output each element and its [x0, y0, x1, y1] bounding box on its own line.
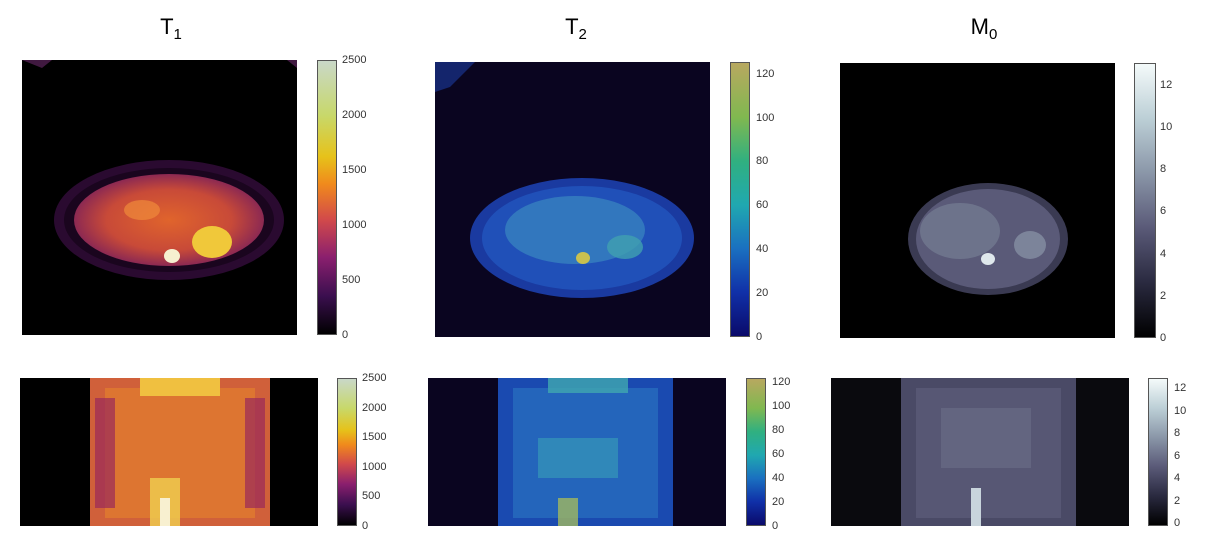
tick-label: 1500	[362, 431, 387, 443]
t2-coronal-colorbar	[746, 378, 766, 526]
t2-axial-colorbar	[730, 62, 750, 337]
tick-label: 8	[1174, 427, 1181, 439]
m0-coronal-colorbar	[1148, 378, 1168, 526]
tick-label: 2500	[362, 372, 387, 384]
tick-label: 1500	[342, 164, 367, 176]
tick-label: 2	[1160, 290, 1167, 302]
tick-label: 80	[756, 155, 769, 167]
tick-label: 0	[756, 331, 763, 343]
tick-label: 4	[1174, 472, 1181, 484]
tick-label: 60	[772, 448, 785, 460]
tick-label: 1000	[342, 219, 367, 231]
tick-label: 0	[362, 520, 369, 532]
tick-label: 80	[772, 424, 785, 436]
tick-label: 4	[1160, 248, 1167, 260]
title-m0: M0	[970, 14, 998, 43]
tick-label: 0	[1160, 332, 1167, 344]
tick-label: 500	[362, 490, 381, 502]
tick-label: 0	[1174, 517, 1181, 529]
tick-label: 10	[1160, 121, 1173, 133]
tick-label: 120	[772, 376, 791, 388]
title-t1: T1	[160, 14, 182, 43]
t1-axial-image	[22, 60, 297, 335]
tick-label: 2000	[342, 109, 367, 121]
t2-coronal-image	[428, 378, 726, 526]
tick-label: 40	[772, 472, 785, 484]
tick-label: 2	[1174, 495, 1181, 507]
tick-label: 2000	[362, 402, 387, 414]
tick-label: 20	[772, 496, 785, 508]
tick-label: 8	[1160, 163, 1167, 175]
tick-label: 100	[756, 112, 775, 124]
t1-coronal-colorbar	[337, 378, 357, 526]
tick-label: 12	[1160, 79, 1173, 91]
t2-axial-image	[435, 62, 710, 337]
tick-label: 6	[1174, 450, 1181, 462]
tick-label: 0	[342, 329, 349, 341]
m0-axial-image	[840, 63, 1115, 338]
tick-label: 100	[772, 400, 791, 412]
tick-label: 6	[1160, 205, 1167, 217]
tick-label: 60	[756, 199, 769, 211]
tick-label: 20	[756, 287, 769, 299]
tick-label: 10	[1174, 405, 1187, 417]
tick-label: 500	[342, 274, 361, 286]
tick-label: 12	[1174, 382, 1187, 394]
m0-coronal-image	[831, 378, 1129, 526]
t1-axial-colorbar	[317, 60, 337, 335]
tick-label: 2500	[342, 54, 367, 66]
tick-label: 0	[772, 520, 779, 532]
title-t2: T2	[565, 14, 587, 43]
tick-label: 120	[756, 68, 775, 80]
tick-label: 1000	[362, 461, 387, 473]
m0-axial-colorbar	[1134, 63, 1156, 338]
t1-coronal-image	[20, 378, 318, 526]
tick-label: 40	[756, 243, 769, 255]
